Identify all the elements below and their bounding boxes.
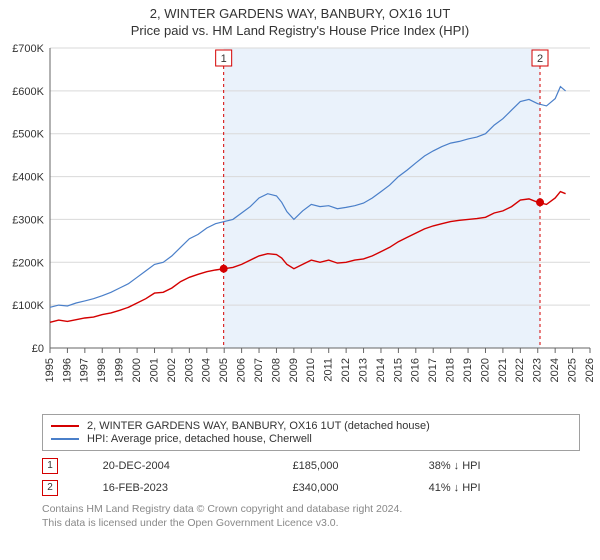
x-axis-label: 2007 [253,358,265,382]
x-axis-label: 2013 [357,358,369,382]
x-axis-label: 1995 [44,358,56,382]
x-axis-label: 2014 [375,358,387,382]
x-axis-label: 2001 [148,358,160,382]
y-axis-label: £0 [32,343,44,355]
y-axis-label: £100K [12,300,44,312]
x-axis-label: 1999 [114,358,126,382]
x-axis-label: 2009 [288,358,300,382]
x-axis-label: 2020 [479,358,491,382]
x-axis-label: 2011 [323,358,335,382]
x-axis-label: 2000 [131,358,143,382]
x-axis-label: 2002 [166,358,178,382]
sale-badge: 2 [42,480,58,496]
x-axis-label: 2008 [270,358,282,382]
legend: 2, WINTER GARDENS WAY, BANBURY, OX16 1UT… [42,414,580,451]
legend-swatch [51,438,79,440]
sale-marker-badge: 2 [537,53,543,65]
attribution-line2: This data is licensed under the Open Gov… [42,517,580,531]
x-axis-label: 1996 [61,358,73,382]
attribution: Contains HM Land Registry data © Crown c… [42,503,580,530]
x-axis-label: 1998 [96,358,108,382]
legend-label: HPI: Average price, detached house, Cher… [87,433,312,445]
chart-svg: £0 £100K £200K £300K £400K £500K £600K £700K 199… [0,38,600,408]
y-axis-label: £300K [12,214,44,226]
y-axis-label: £400K [12,172,44,184]
legend-swatch [51,425,79,427]
x-axis-label: 2006 [236,358,248,382]
x-axis-label: 2025 [566,358,578,382]
x-axis-label: 2026 [584,358,596,382]
x-axis-label: 1997 [79,358,91,382]
sale-price: £185,000 [293,455,429,477]
sale-badge: 1 [42,458,58,474]
sale-hpi-diff: 41% ↓ HPI [429,477,580,499]
x-axis-label: 2016 [410,358,422,382]
chart-title-block: 2, WINTER GARDENS WAY, BANBURY, OX16 1UT… [0,0,600,38]
legend-label: 2, WINTER GARDENS WAY, BANBURY, OX16 1UT… [87,420,430,432]
x-axis-label: 2022 [514,358,526,382]
x-axis-label: 2015 [392,358,404,382]
sale-date: 16-FEB-2023 [103,477,293,499]
x-axis-label: 2018 [445,358,457,382]
sale-badge-cell: 1 [42,455,103,477]
y-axis-label: £200K [12,257,44,269]
x-axis-label: 2024 [549,358,561,382]
x-axis-label: 2005 [218,358,230,382]
y-axis-label: £500K [12,129,44,141]
sale-badge-cell: 2 [42,477,103,499]
sale-price: £340,000 [293,477,429,499]
y-axis-label: £700K [12,43,44,55]
x-axis-label: 2023 [532,358,544,382]
attribution-line1: Contains HM Land Registry data © Crown c… [42,503,580,517]
sale-marker-badge: 1 [221,53,227,65]
x-axis-label: 2017 [427,358,439,382]
x-axis-label: 2010 [305,358,317,382]
x-axis-label: 2003 [183,358,195,382]
sale-row: 2 16-FEB-2023£340,00041% ↓ HPI [42,477,580,499]
legend-item: 2, WINTER GARDENS WAY, BANBURY, OX16 1UT… [51,420,571,432]
title-subtitle: Price paid vs. HM Land Registry's House … [0,23,600,38]
x-axis-label: 2019 [462,358,474,382]
y-axis-label: £600K [12,86,44,98]
sale-hpi-diff: 38% ↓ HPI [429,455,580,477]
sale-row: 1 20-DEC-2004£185,00038% ↓ HPI [42,455,580,477]
sales-table: 1 20-DEC-2004£185,00038% ↓ HPI 2 16-FEB-202… [42,455,580,499]
x-axis-label: 2004 [201,358,213,382]
title-address: 2, WINTER GARDENS WAY, BANBURY, OX16 1UT [0,6,600,21]
x-axis-label: 2021 [497,358,509,382]
legend-item: HPI: Average price, detached house, Cher… [51,433,571,445]
x-axis-label: 2012 [340,358,352,382]
sale-date: 20-DEC-2004 [103,455,293,477]
chart-area: £0 £100K £200K £300K £400K £500K £600K £700K 199… [0,38,600,408]
